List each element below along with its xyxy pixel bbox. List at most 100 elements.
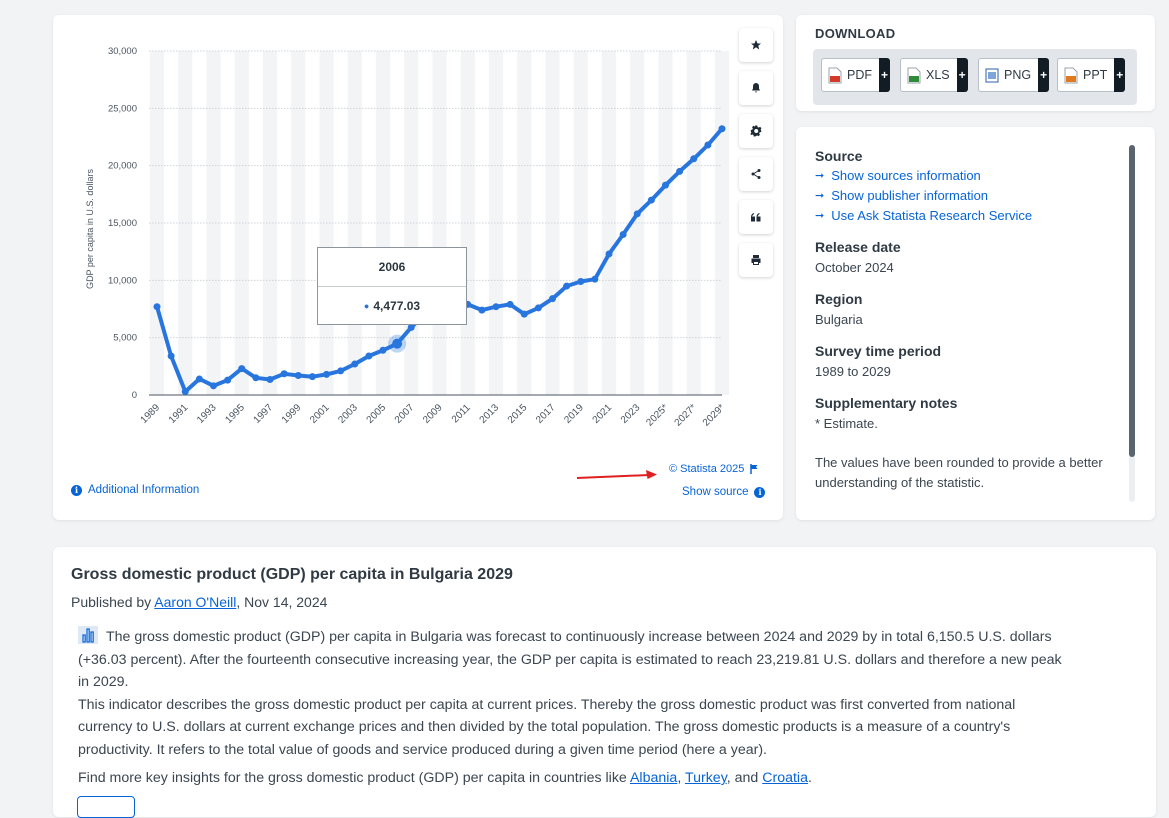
pdf-file-icon: [828, 67, 842, 83]
data-point: [167, 352, 175, 360]
notes-estimate: * Estimate.: [815, 416, 878, 431]
plus-icon: +: [956, 58, 968, 92]
download-xls-button[interactable]: XLS +: [900, 58, 968, 92]
croatia-link[interactable]: Croatia: [762, 770, 808, 786]
data-point: [605, 250, 613, 258]
x-tick-label: 2003: [336, 402, 360, 426]
statistic-info-card: Source ➞ Show sources information ➞ Show…: [796, 127, 1155, 520]
published-prefix: Published by: [71, 594, 155, 610]
description-paragraph-2: This indicator describes the gross domes…: [78, 696, 1016, 758]
turkey-link[interactable]: Turkey: [684, 770, 727, 786]
data-point: [492, 303, 500, 311]
download-pdf-button[interactable]: PDF +: [821, 58, 890, 92]
grid-band: [149, 51, 165, 395]
insights-prefix: Find more key insights for the gross dom…: [78, 770, 630, 786]
y-tick-label: 5,000: [113, 333, 137, 344]
data-point: [534, 304, 542, 312]
insights-separator-1: ,: [677, 770, 685, 786]
favorite-button[interactable]: [739, 28, 773, 62]
tooltip-year: 2006: [318, 248, 466, 287]
x-tick-label: 2021: [591, 402, 615, 426]
arrow-right-icon: ➞: [815, 190, 825, 202]
data-point: [308, 373, 316, 381]
data-point: [195, 375, 203, 383]
grid-band: [714, 51, 730, 395]
share-button[interactable]: [739, 157, 773, 191]
data-point: [633, 210, 641, 218]
supplementary-notes-heading: Supplementary notes: [815, 395, 958, 411]
insights-suffix: .: [807, 770, 812, 786]
data-point: [647, 196, 655, 204]
show-publisher-link[interactable]: ➞ Show publisher information: [815, 188, 988, 203]
data-point: [662, 181, 669, 189]
plus-icon: +: [1038, 58, 1050, 92]
x-tick-label: 2007: [393, 402, 417, 426]
data-point: [266, 376, 274, 384]
chart-card: 0 5,000 10,000 15,000 20,000 25,000 30,000 GDP …: [53, 15, 783, 520]
show-sources-label: Show sources information: [831, 168, 981, 183]
arrow-right-icon: ➞: [815, 210, 825, 222]
notification-button[interactable]: [739, 71, 773, 105]
plus-icon: +: [1114, 58, 1126, 92]
x-tick-label: 2005: [365, 402, 389, 426]
region-value: Bulgaria: [815, 312, 863, 327]
info-icon: i: [71, 484, 82, 496]
print-button[interactable]: [739, 243, 773, 277]
y-tick-label: 30,000: [108, 46, 137, 57]
y-tick-label: 25,000: [108, 103, 137, 114]
published-line: Published by Aaron O'Neill, Nov 14, 2024: [71, 594, 327, 610]
data-point: [153, 303, 161, 311]
albania-link[interactable]: Albania: [629, 770, 678, 786]
ask-statista-link[interactable]: ➞ Use Ask Statista Research Service: [815, 208, 1032, 223]
data-point: [577, 277, 585, 285]
info-icon: i: [754, 486, 766, 498]
x-tick-label: 2025*: [644, 402, 670, 428]
show-source-link[interactable]: Show source i: [682, 486, 766, 498]
x-tick-label: 1995: [223, 402, 247, 426]
data-point: [718, 125, 726, 133]
settings-button[interactable]: [739, 114, 773, 148]
y-tick-label: 20,000: [108, 161, 137, 172]
additional-information-link[interactable]: i Additional Information: [71, 484, 199, 496]
png-file-icon: [985, 68, 999, 82]
data-point: [478, 306, 486, 314]
download-png-label: PNG: [1004, 68, 1032, 82]
region-heading: Region: [815, 291, 863, 307]
flag-icon: [750, 464, 758, 474]
download-bar: PDF + XLS + PNG + PPT +: [813, 49, 1137, 105]
x-tick-label: 2001: [308, 402, 332, 426]
description-paragraph-1: The gross domestic product (GDP) per cap…: [78, 626, 1068, 694]
data-point: [563, 282, 571, 290]
download-ppt-button[interactable]: PPT +: [1057, 58, 1126, 92]
bar-chart-icon: [78, 626, 98, 644]
more-button[interactable]: [77, 796, 135, 818]
tooltip-value: 4,477.03: [373, 299, 421, 313]
gear-icon: [750, 125, 762, 137]
data-point: [210, 382, 217, 390]
download-png-button[interactable]: PNG +: [978, 58, 1050, 92]
survey-period-heading: Survey time period: [815, 343, 942, 359]
cite-button[interactable]: [739, 200, 773, 234]
data-point: [280, 370, 288, 378]
y-tick-label: 15,000: [108, 218, 137, 229]
show-source-label: Show source: [682, 486, 749, 498]
show-sources-link[interactable]: ➞ Show sources information: [815, 168, 981, 183]
x-tick-label: 2029*: [701, 402, 727, 428]
description-title: Gross domestic product (GDP) per capita …: [71, 566, 513, 583]
data-point: [379, 346, 387, 354]
statista-credit-label: © Statista 2025: [669, 463, 745, 475]
download-xls-main: XLS: [900, 58, 957, 92]
plus-icon: +: [879, 58, 890, 92]
info-scrollbar-thumb[interactable]: [1129, 145, 1135, 457]
x-tick-label: 2019: [562, 402, 586, 426]
data-point: [337, 367, 345, 375]
author-link[interactable]: Aaron O'Neill: [154, 594, 237, 610]
download-card: DOWNLOAD PDF + XLS + PNG +: [796, 15, 1155, 111]
data-point: [351, 360, 359, 368]
grid-band: [291, 51, 306, 395]
data-point: [181, 388, 189, 396]
y-tick-label: 0: [132, 390, 137, 401]
statista-credit-link[interactable]: © Statista 2025: [669, 463, 759, 475]
x-tick-label: 2013: [478, 402, 502, 426]
download-ppt-label: PPT: [1083, 68, 1108, 82]
